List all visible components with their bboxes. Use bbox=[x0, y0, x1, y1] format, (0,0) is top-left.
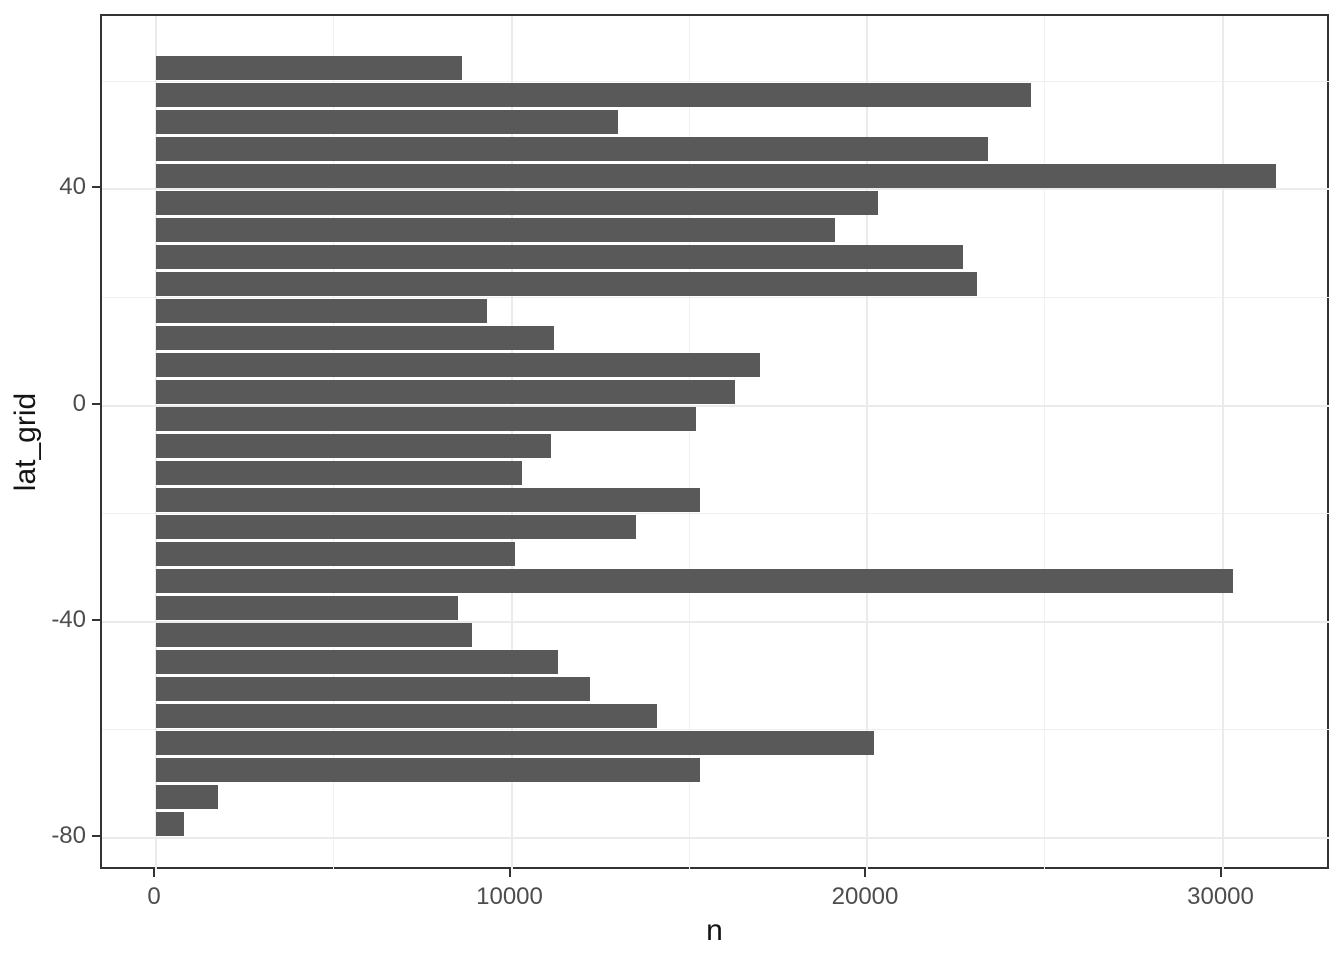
bar-lat--47.5 bbox=[156, 650, 558, 675]
x-axis-title: n bbox=[706, 914, 723, 947]
y-tick-label: -40 bbox=[51, 605, 86, 633]
bar-lat--12.5 bbox=[156, 460, 523, 486]
y-gridline-minor bbox=[102, 513, 1329, 515]
bar-lat--27.5 bbox=[156, 541, 516, 567]
y-tick-label: 40 bbox=[59, 173, 86, 201]
x-tick-mark bbox=[508, 869, 511, 877]
bar-lat--17.5 bbox=[156, 487, 700, 513]
y-tick-label: -80 bbox=[51, 821, 86, 849]
x-tick-label: 30000 bbox=[1187, 883, 1254, 910]
bar-lat-17.5 bbox=[156, 298, 487, 324]
bar-lat-52.5 bbox=[156, 109, 619, 134]
x-tick-mark bbox=[153, 869, 155, 877]
bar-lat--72.5 bbox=[156, 785, 219, 810]
x-gridline-major bbox=[866, 16, 868, 869]
bar-lat-62.5 bbox=[156, 55, 462, 80]
y-tick-mark bbox=[92, 618, 100, 621]
y-gridline-major bbox=[102, 188, 1329, 191]
bar-lat--57.5 bbox=[156, 704, 658, 729]
bar-lat-12.5 bbox=[156, 325, 555, 351]
x-tick-mark bbox=[1219, 869, 1222, 877]
y-gridline-major bbox=[102, 620, 1329, 623]
y-gridline-minor bbox=[102, 729, 1329, 731]
y-gridline-minor bbox=[102, 80, 1329, 82]
bar-lat--7.5 bbox=[156, 433, 551, 459]
y-axis-title: lat_grid bbox=[9, 392, 42, 491]
y-tick-mark bbox=[92, 402, 100, 405]
bar-lat--62.5 bbox=[156, 731, 875, 756]
bar-lat--67.5 bbox=[156, 758, 700, 783]
y-gridline-major bbox=[102, 404, 1329, 407]
bar-lat-42.5 bbox=[156, 163, 1276, 188]
bar-lat--2.5 bbox=[156, 406, 697, 432]
x-gridline-minor bbox=[688, 16, 690, 869]
bar-lat-27.5 bbox=[156, 244, 963, 270]
y-gridline-minor bbox=[102, 296, 1329, 298]
y-tick-mark bbox=[92, 186, 100, 189]
bar-lat-57.5 bbox=[156, 82, 1031, 107]
y-gridline-major bbox=[102, 836, 1329, 839]
x-tick-label: 0 bbox=[147, 883, 161, 910]
bar-lat--77.5 bbox=[156, 812, 185, 837]
bar-lat--32.5 bbox=[156, 568, 1234, 594]
y-tick-label: 0 bbox=[72, 389, 86, 417]
plot-panel bbox=[100, 14, 1329, 869]
bar-lat-22.5 bbox=[156, 271, 978, 297]
bar-lat--22.5 bbox=[156, 514, 636, 540]
x-tick-mark bbox=[864, 869, 866, 877]
x-gridline-major bbox=[1221, 16, 1224, 869]
x-gridline-minor bbox=[1044, 16, 1046, 869]
bar-lat-2.5 bbox=[156, 379, 736, 405]
bar-lat--42.5 bbox=[156, 623, 473, 648]
y-tick-mark bbox=[92, 834, 100, 837]
bar-lat-7.5 bbox=[156, 352, 761, 378]
bar-lat--37.5 bbox=[156, 596, 459, 621]
bar-lat-47.5 bbox=[156, 136, 988, 161]
x-tick-label: 20000 bbox=[831, 883, 899, 910]
bar-lat--52.5 bbox=[156, 677, 590, 702]
bar-lat-37.5 bbox=[156, 190, 878, 215]
bar-lat-32.5 bbox=[156, 217, 835, 243]
x-tick-label: 10000 bbox=[476, 883, 543, 910]
